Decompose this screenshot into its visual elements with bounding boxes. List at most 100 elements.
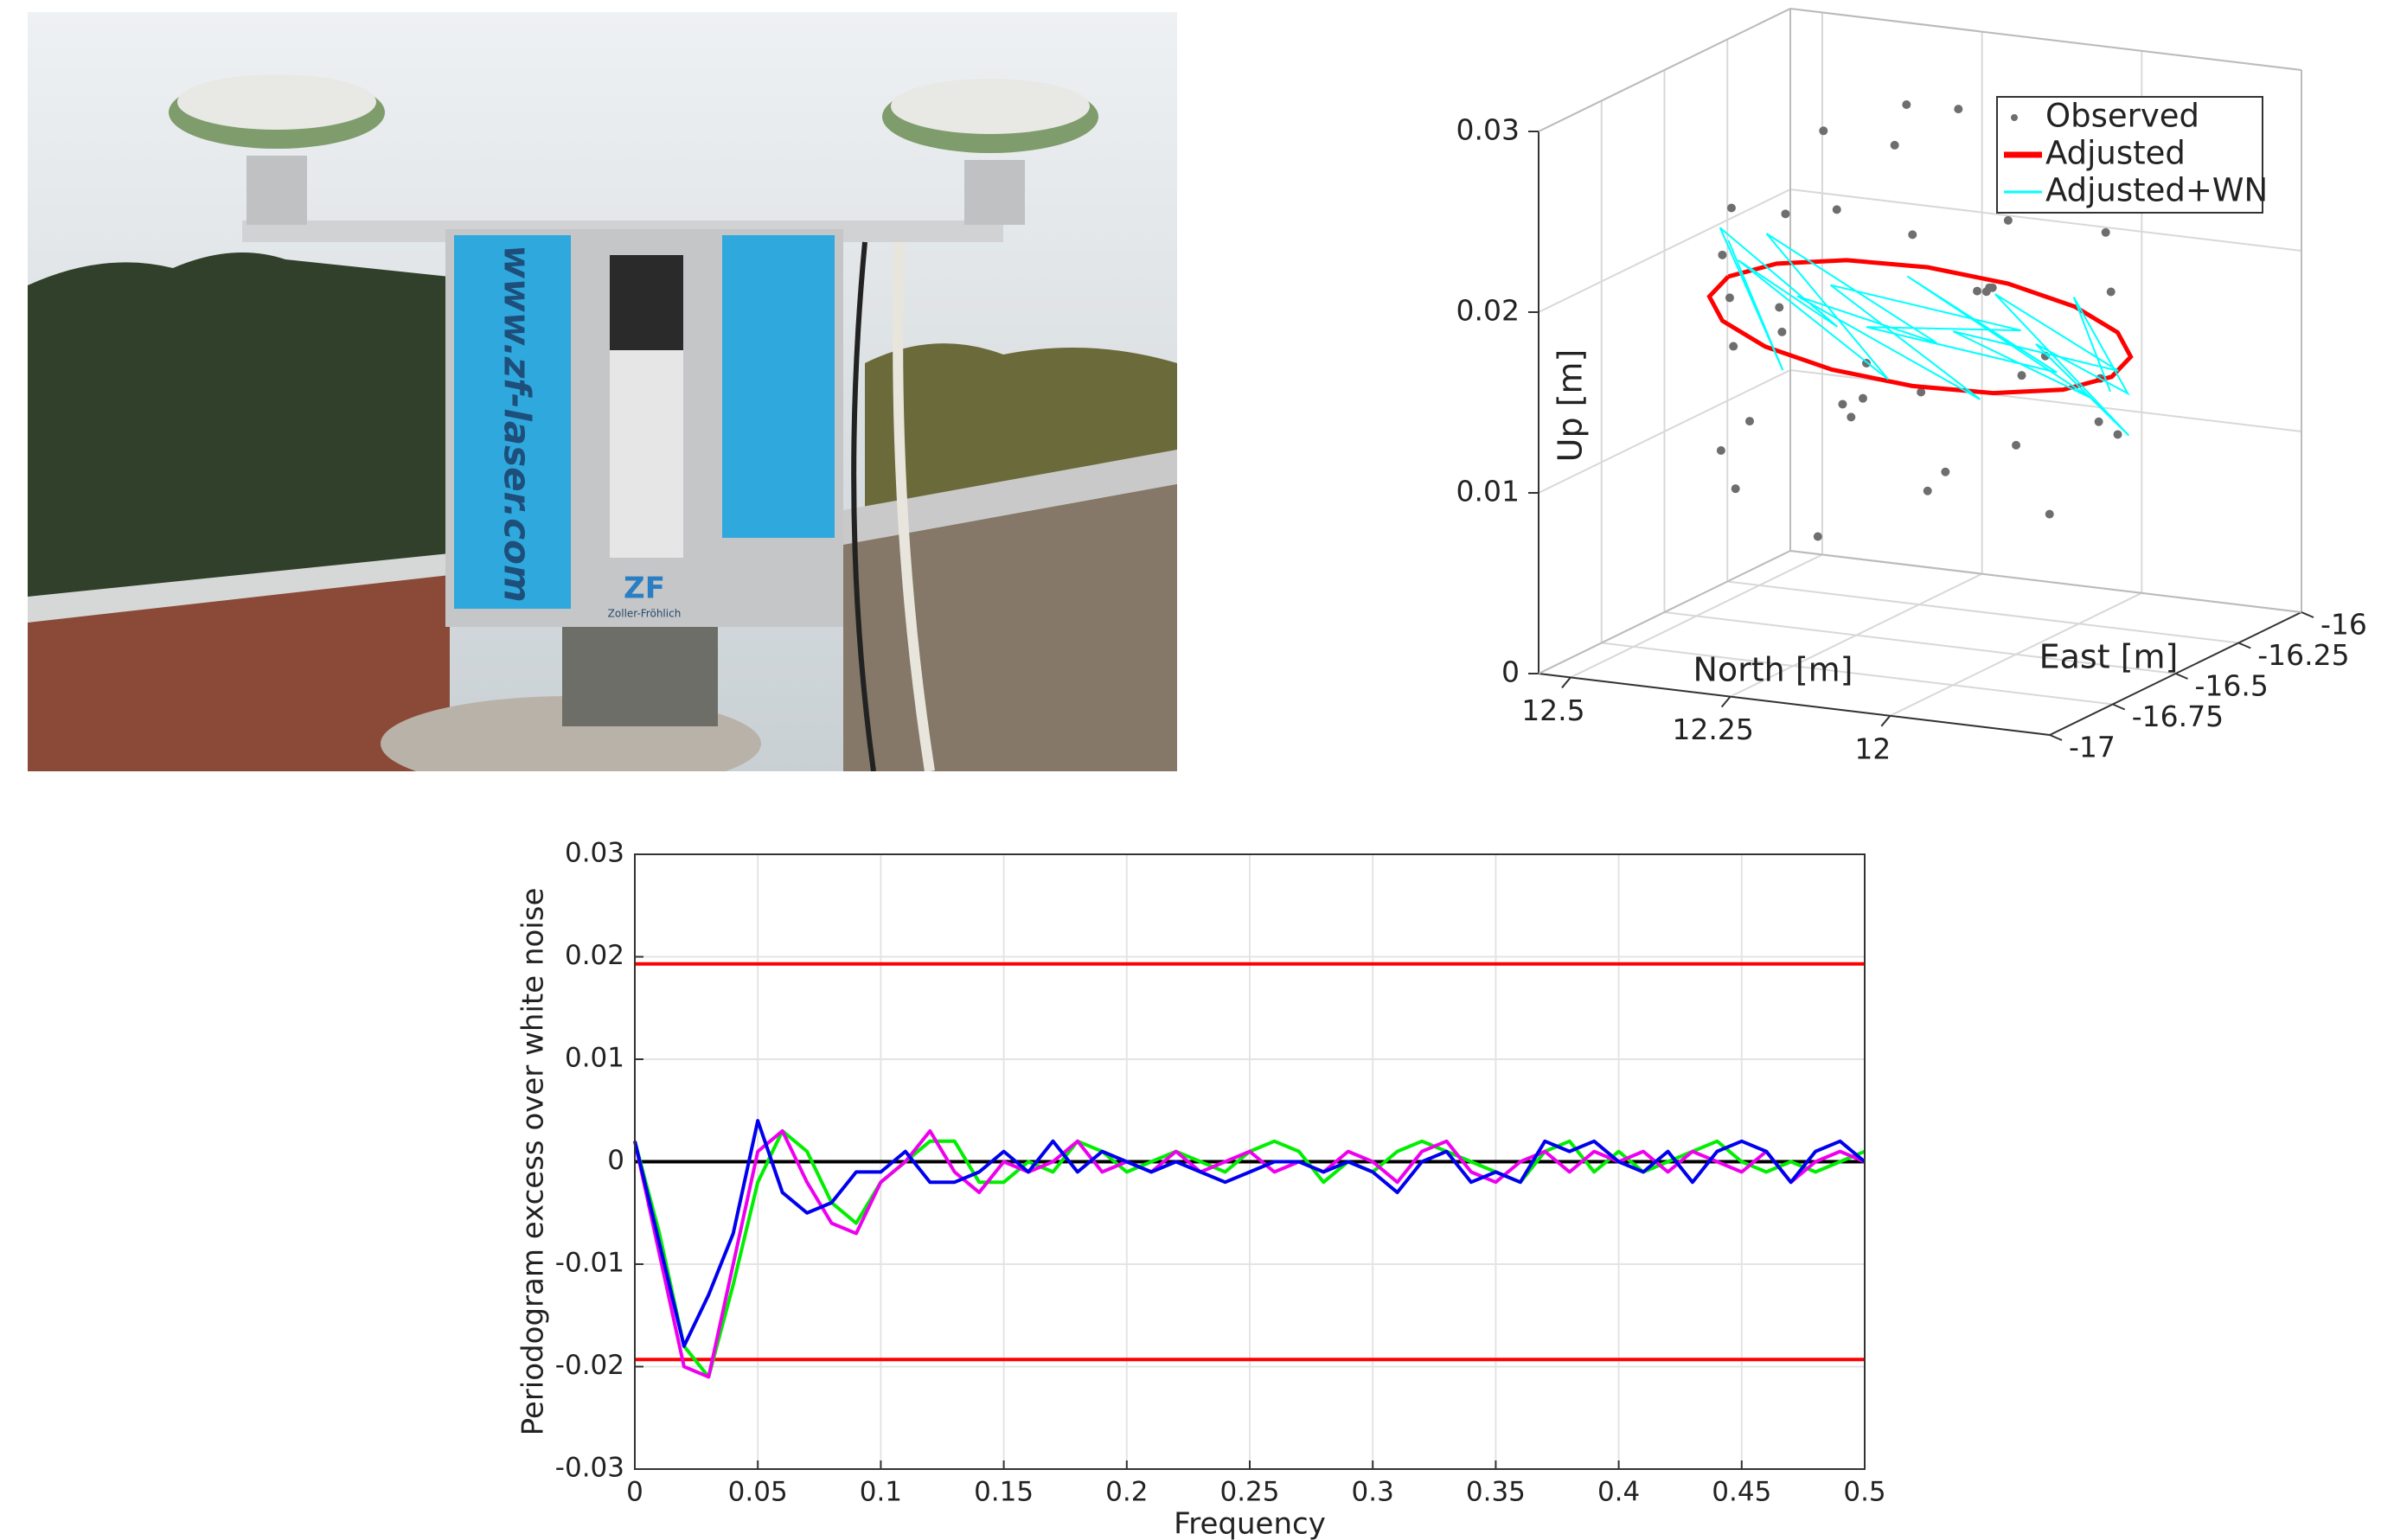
point — [1858, 393, 1867, 403]
wall-ledge — [28, 553, 450, 623]
point — [1973, 286, 1982, 296]
x-tick-label: 0.3 — [1352, 1477, 1394, 1508]
x-axis-label: North [m] — [1693, 651, 1853, 689]
point — [2106, 287, 2116, 297]
y-tick-label: 0.03 — [565, 838, 624, 869]
brick-wall — [28, 562, 450, 771]
x-tick-label: 0.05 — [728, 1477, 788, 1508]
x-tick-label: 0.45 — [1712, 1477, 1771, 1508]
z-tick-label: 0.02 — [1456, 294, 1520, 328]
point — [1941, 467, 1950, 476]
x-tick-label: 0 — [626, 1477, 643, 1508]
point — [1890, 140, 1899, 150]
x-tick-label: 0.2 — [1105, 1477, 1148, 1508]
series-line — [1706, 258, 2134, 396]
tick-mark — [2237, 642, 2251, 649]
point — [2113, 430, 2122, 439]
point — [2003, 215, 2013, 225]
y-tick-label: 0.02 — [565, 940, 624, 971]
box-edge — [1789, 8, 2302, 71]
point — [1923, 486, 1932, 495]
z-axis-label: Up [m] — [1552, 349, 1590, 463]
legend-swatch — [2011, 114, 2018, 121]
legend-label: Adjusted+WN — [2045, 172, 2268, 209]
box-edge — [1538, 8, 1791, 132]
y-tick-label: -0.01 — [555, 1248, 624, 1279]
x-tick-label: 12.25 — [1672, 712, 1753, 746]
x-axis-label: Frequency — [1174, 1507, 1326, 1540]
point — [1832, 205, 1841, 214]
cable — [851, 241, 876, 771]
antenna — [891, 79, 1090, 134]
photo: www.zf-laser.com ZF Zoller-Fröhlich — [28, 12, 1177, 771]
x-tick-label: 0.5 — [1843, 1477, 1885, 1508]
grid-line — [1664, 611, 2176, 674]
y-tick-label: -16.75 — [2132, 700, 2224, 733]
point — [2012, 440, 2021, 450]
x-tick-label: 12 — [1854, 732, 1891, 765]
tick-mark — [2049, 734, 2063, 741]
grid-line — [1601, 642, 2113, 706]
scanner-rotor — [610, 350, 683, 558]
series-line — [633, 1128, 1866, 1379]
point — [1819, 126, 1828, 136]
tick-mark — [1880, 715, 1892, 727]
x-tick-label: 0.15 — [974, 1477, 1034, 1508]
logo: ZF — [624, 572, 665, 606]
wall-ledge-right — [843, 450, 1177, 545]
x-tick-label: 0.1 — [860, 1477, 902, 1508]
y-tick-label: -16.25 — [2257, 638, 2349, 672]
y-axis-label: Periodogram excess over white noise — [516, 888, 551, 1436]
point — [1729, 342, 1738, 351]
point — [1847, 412, 1856, 422]
antenna — [177, 74, 376, 130]
grid-line — [1538, 369, 1791, 494]
z-tick-label: 0 — [1501, 655, 1520, 689]
antenna-mount — [246, 156, 307, 225]
x-tick-label: 0.4 — [1597, 1477, 1640, 1508]
point — [1985, 283, 1994, 292]
point — [1954, 105, 1963, 114]
scanner-panel — [454, 235, 571, 609]
panel-text: www.zf-laser.com — [496, 245, 539, 603]
y-axis-label: East [m] — [2039, 638, 2179, 676]
y-tick-label: 0 — [607, 1145, 624, 1176]
series-line — [1719, 227, 2130, 437]
tick-mark — [1561, 676, 1571, 689]
point — [1726, 203, 1736, 213]
antenna-mount — [964, 160, 1025, 225]
legend-label: Adjusted — [2045, 135, 2186, 172]
point — [2017, 371, 2026, 380]
grid-line — [1789, 189, 2302, 252]
y-tick-label: -0.03 — [555, 1453, 624, 1484]
grid-line — [1538, 189, 1791, 313]
point — [1716, 446, 1725, 456]
point — [1775, 303, 1784, 312]
point — [1731, 484, 1740, 494]
z-tick-label: 0.03 — [1456, 113, 1520, 147]
y-tick-label: -16.5 — [2195, 669, 2269, 703]
box-edge — [1789, 550, 2302, 613]
x-tick-label: 12.5 — [1521, 693, 1584, 727]
x-tick-label: 0.25 — [1219, 1477, 1279, 1508]
z-tick-label: 0.01 — [1456, 475, 1520, 508]
axes-box — [634, 853, 1866, 1470]
grid-line — [1789, 369, 2302, 432]
series-line — [633, 1119, 1866, 1348]
trees — [28, 252, 450, 657]
point — [1725, 293, 1734, 303]
rooftop — [843, 484, 1177, 771]
point — [1917, 387, 1926, 397]
point — [1908, 230, 1917, 240]
axis-line — [1538, 673, 2051, 736]
tribrach — [562, 623, 718, 726]
y-tick-label: -17 — [2069, 731, 2116, 764]
tick-mark — [2175, 673, 2188, 680]
point — [1813, 532, 1822, 541]
point — [1838, 399, 1847, 409]
scanner-window — [610, 255, 683, 350]
point — [1745, 417, 1755, 426]
box-edge — [1538, 550, 1791, 674]
tick-mark — [2301, 611, 2314, 618]
